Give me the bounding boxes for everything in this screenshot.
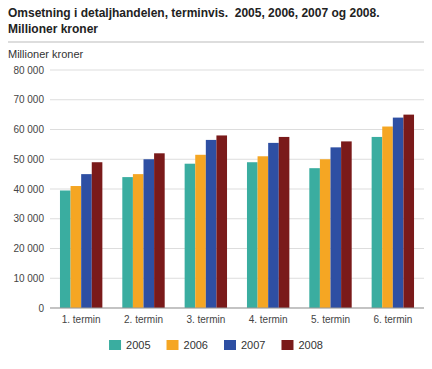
y-tick-label: 20 000 [13,243,44,254]
grid-line [50,248,424,249]
grid-line [50,218,424,219]
grid-line [50,278,424,279]
legend-item: 2008 [281,339,322,351]
bar [71,186,82,308]
bar [92,162,103,308]
bar [320,159,331,308]
grid-line [50,70,424,71]
bar [122,177,133,308]
legend-item: 2007 [224,339,265,351]
x-tick-label: 5. termin [311,314,350,325]
bar [216,135,227,308]
bar [81,174,92,308]
bar [268,143,279,308]
bar [393,118,404,308]
x-axis: 1. termin 2. termin 3. termin 4. termin 5. t… [50,308,424,325]
bar [331,147,342,308]
legend-item: 2005 [109,339,150,351]
chart: Omsetning i detaljhandelen, terminvis. 2… [0,0,432,369]
legend-label: 2007 [241,339,265,351]
grid-line [50,99,424,100]
x-tick-label: 2. termin [124,314,163,325]
x-axis-line [50,308,424,309]
bar [341,141,352,308]
bar [206,140,217,308]
legend: 2005 2006 2007 2008 [109,339,323,351]
y-axis: 0 10 000 20 000 30 000 40 000 50 000 60 000 70 … [13,65,424,314]
bar [372,137,383,308]
legend-label: 2006 [184,339,208,351]
bar [185,164,196,308]
bar [154,153,165,308]
subtitle: Millioner kroner [8,22,98,36]
title-rule [8,42,424,43]
legend-label: 2005 [126,339,150,351]
x-tick-label: 6. termin [373,314,412,325]
legend-label: 2008 [298,339,322,351]
legend-item: 2006 [167,339,208,351]
bar [60,190,71,308]
grid-line [50,308,424,309]
y-axis-label: Millioner kroner [8,48,84,60]
bar [403,115,414,308]
legend-swatch [167,340,179,350]
title: Omsetning i detaljhandelen, terminvis. 2… [8,6,380,20]
legend-swatch [224,340,236,350]
y-tick-label: 60 000 [13,124,44,135]
bar [258,156,269,308]
y-tick-label: 30 000 [13,213,44,224]
grid-line [50,189,424,190]
legend-swatch [109,340,121,350]
grid-line [50,129,424,130]
x-tick-label: 3. termin [186,314,225,325]
y-tick-label: 70 000 [13,94,44,105]
bars [60,115,414,308]
y-tick-label: 10 000 [13,273,44,284]
bar [144,159,155,308]
bar [279,137,290,308]
bar [195,155,206,308]
x-tick-label: 1. termin [62,314,101,325]
y-tick-label: 80 000 [13,65,44,76]
bar [309,168,320,308]
bar [382,127,393,308]
bar [247,162,258,308]
y-tick-label: 40 000 [13,184,44,195]
legend-swatch [281,340,293,350]
y-tick-label: 0 [38,303,44,314]
y-tick-label: 50 000 [13,154,44,165]
bar [133,174,144,308]
grid-line [50,159,424,160]
x-tick-label: 4. termin [249,314,288,325]
